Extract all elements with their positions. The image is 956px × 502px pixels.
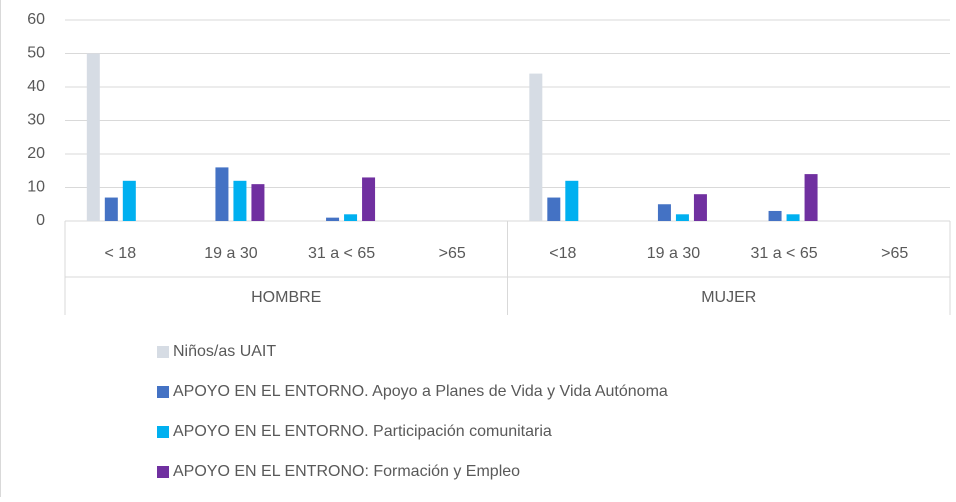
legend-label: APOYO EN EL ENTRONO: Formación y Empleo bbox=[173, 463, 520, 480]
bar bbox=[805, 174, 818, 221]
bar bbox=[233, 181, 246, 221]
y-tick-label: 40 bbox=[27, 78, 45, 95]
x-tick-label: 31 a < 65 bbox=[750, 245, 817, 262]
y-tick-label: 10 bbox=[27, 179, 45, 196]
x-tick-label: <18 bbox=[549, 245, 576, 262]
bar bbox=[123, 181, 136, 221]
y-tick-label: 60 bbox=[27, 11, 45, 28]
legend-label: APOYO EN EL ENTORNO. Apoyo a Planes de V… bbox=[173, 383, 668, 400]
bar bbox=[787, 214, 800, 221]
y-tick-label: 30 bbox=[27, 112, 45, 129]
bar bbox=[326, 218, 339, 221]
x-tick-label: < 18 bbox=[105, 245, 137, 262]
legend-swatch bbox=[157, 386, 169, 398]
bar bbox=[251, 184, 264, 221]
x-tick-label: >65 bbox=[439, 245, 466, 262]
group-label: HOMBRE bbox=[251, 289, 321, 306]
bar bbox=[529, 74, 542, 221]
bar bbox=[769, 211, 782, 221]
bar bbox=[676, 214, 689, 221]
bar bbox=[694, 194, 707, 221]
bar bbox=[547, 198, 560, 221]
x-tick-label: 31 a < 65 bbox=[308, 245, 375, 262]
bar bbox=[87, 54, 100, 222]
bar bbox=[658, 204, 671, 221]
x-tick-label: 19 a 30 bbox=[204, 245, 257, 262]
bar bbox=[105, 198, 118, 221]
legend-swatch bbox=[157, 466, 169, 478]
legend-swatch bbox=[157, 426, 169, 438]
x-tick-label: 19 a 30 bbox=[647, 245, 700, 262]
group-label: MUJER bbox=[701, 289, 756, 306]
y-tick-label: 20 bbox=[27, 145, 45, 162]
bar bbox=[565, 181, 578, 221]
legend-label: Niños/as UAIT bbox=[173, 343, 276, 360]
x-tick-label: >65 bbox=[881, 245, 908, 262]
legend-label: APOYO EN EL ENTORNO. Participación comun… bbox=[173, 423, 552, 440]
legend-swatch bbox=[157, 346, 169, 358]
y-tick-label: 0 bbox=[36, 212, 45, 229]
bar bbox=[362, 177, 375, 221]
y-tick-label: 50 bbox=[27, 45, 45, 62]
bar bbox=[344, 214, 357, 221]
bar bbox=[215, 167, 228, 221]
